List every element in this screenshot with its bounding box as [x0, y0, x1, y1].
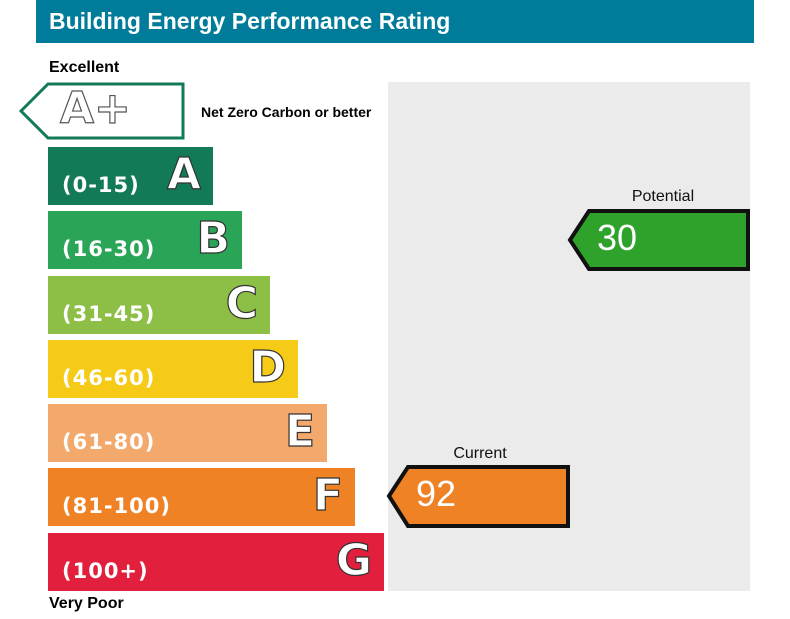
band-range: (100+) — [62, 559, 149, 583]
potential-pointer: 30 — [567, 209, 751, 276]
band-range: (0-15) — [62, 173, 140, 197]
band-f: (81-100) F — [48, 468, 355, 526]
band-letter: A — [166, 148, 201, 200]
band-d: (46-60) D — [48, 340, 298, 398]
aplus-note: Net Zero Carbon or better — [201, 104, 372, 120]
band-g: (100+) G — [48, 533, 384, 591]
band-letter: E — [284, 405, 315, 457]
band-range: (16-30) — [62, 237, 156, 261]
potential-label: Potential — [631, 188, 695, 205]
band-letter: F — [312, 469, 343, 521]
band-letter: D — [249, 341, 287, 393]
current-label: Current — [453, 445, 507, 462]
page-title: Building Energy Performance Rating — [36, 0, 754, 43]
band-letter: G — [335, 534, 372, 586]
band-a: (0-15) A — [48, 147, 213, 205]
very-poor-label: Very Poor — [49, 595, 124, 612]
band-b: (16-30) B — [48, 211, 242, 269]
current-value: 92 — [416, 473, 457, 514]
band-range: (61-80) — [62, 430, 156, 454]
band-range: (81-100) — [62, 494, 171, 518]
aplus-letter: A+ — [59, 82, 131, 134]
band-range: (46-60) — [62, 366, 156, 390]
aplus-band — [18, 82, 185, 140]
band-letter: B — [196, 212, 231, 264]
band-e: (61-80) E — [48, 404, 327, 462]
current-pointer: 92 — [386, 465, 571, 533]
band-letter: C — [225, 277, 259, 329]
excellent-label: Excellent — [49, 59, 120, 76]
potential-value: 30 — [597, 217, 638, 258]
band-range: (31-45) — [62, 302, 156, 326]
band-c: (31-45) C — [48, 276, 270, 334]
